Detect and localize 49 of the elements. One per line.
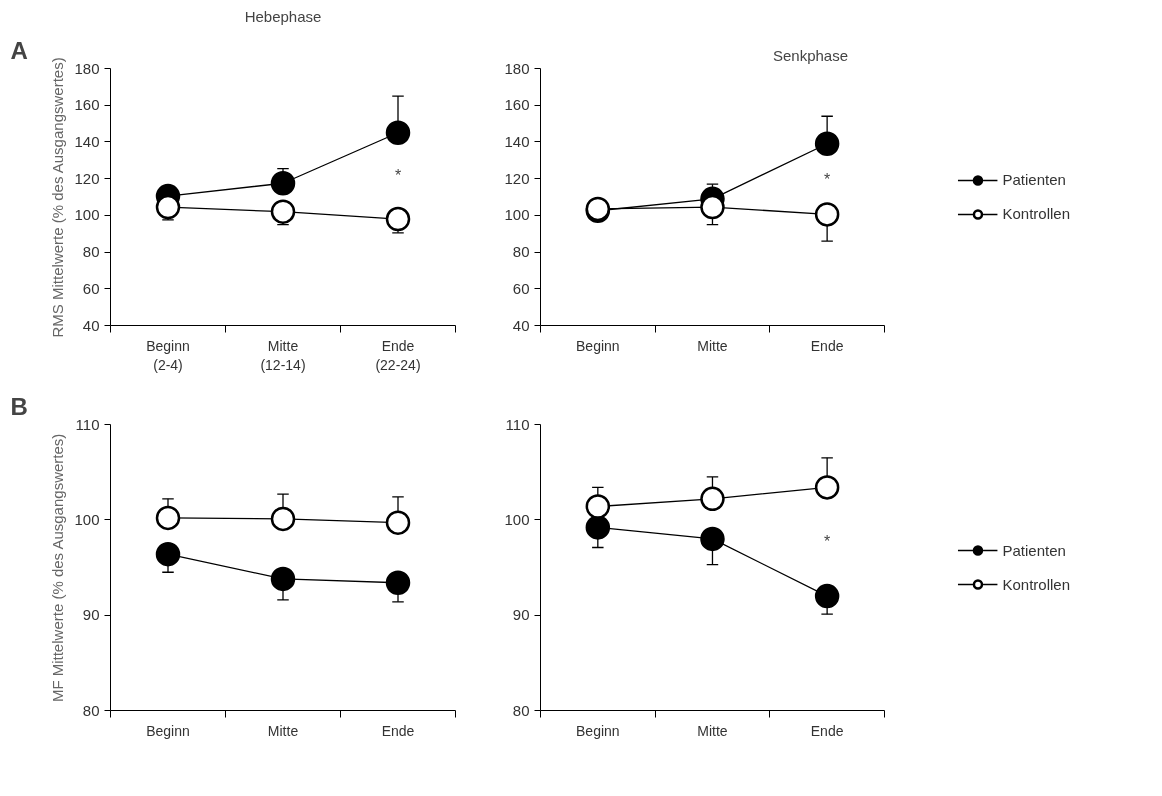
x-tick-label: Beginn bbox=[576, 337, 620, 354]
y-tick-label: 60 bbox=[82, 279, 100, 297]
annotation: * bbox=[824, 170, 831, 188]
y-tick-label: 80 bbox=[82, 243, 100, 261]
legend-label: Kontrollen bbox=[1002, 575, 1070, 593]
y-tick-label: 80 bbox=[512, 243, 530, 261]
y-tick-label: 80 bbox=[512, 701, 530, 719]
y-tick-label: 160 bbox=[74, 96, 100, 114]
y-axis-title: RMS Mittelwerte (% des Ausgangswertes) bbox=[49, 57, 67, 338]
x-tick-label: Mitte (12-14) bbox=[260, 337, 306, 373]
x-tick-label: Ende bbox=[810, 722, 844, 739]
y-tick-label: 120 bbox=[504, 169, 530, 187]
x-tick-label: Ende bbox=[381, 722, 415, 739]
chart-title: Senkphase bbox=[772, 46, 849, 64]
x-tick-label: Mitte bbox=[267, 722, 299, 739]
y-tick-label: 120 bbox=[74, 169, 100, 187]
text: B bbox=[10, 392, 28, 420]
y-tick-label: 100 bbox=[74, 510, 100, 528]
x-tick-label: Ende (22-24) bbox=[375, 337, 421, 373]
y-tick-label: 40 bbox=[82, 316, 100, 334]
text: A bbox=[10, 36, 28, 64]
x-tick-label: Ende bbox=[810, 337, 844, 354]
x-tick-label: Beginn (2-4) bbox=[146, 337, 190, 373]
y-tick-label: 140 bbox=[74, 132, 100, 150]
y-tick-label: 100 bbox=[504, 206, 530, 224]
y-tick-label: 90 bbox=[512, 606, 530, 624]
y-tick-label: 110 bbox=[505, 415, 530, 433]
y-tick-label: 100 bbox=[74, 206, 100, 224]
x-tick-label: Mitte bbox=[697, 722, 728, 739]
y-tick-label: 40 bbox=[512, 316, 530, 334]
y-tick-label: 80 bbox=[82, 701, 100, 719]
legend-label: Patienten bbox=[1002, 171, 1066, 188]
y-tick-label: 180 bbox=[74, 59, 100, 77]
y-tick-label: 160 bbox=[504, 96, 530, 114]
x-tick-label: Mitte bbox=[697, 337, 728, 354]
legend-label: Kontrollen bbox=[1002, 205, 1070, 222]
y-tick-label: 140 bbox=[504, 132, 530, 150]
x-tick-label: Beginn bbox=[146, 722, 190, 739]
annotation: * bbox=[824, 533, 831, 551]
y-tick-label: 60 bbox=[512, 279, 530, 297]
y-tick-label: 90 bbox=[82, 606, 100, 624]
y-tick-label: 100 bbox=[504, 510, 530, 528]
annotation: * bbox=[394, 167, 402, 185]
legend-label: Patienten bbox=[1002, 541, 1066, 559]
y-tick-label: 110 bbox=[75, 415, 100, 433]
y-tick-label: 180 bbox=[504, 59, 530, 77]
y-axis-title: MF Mittelwerte (% des Ausgangswertes) bbox=[49, 433, 67, 703]
x-tick-label: Beginn bbox=[576, 722, 620, 739]
chart-title: Hebephase bbox=[244, 7, 322, 25]
